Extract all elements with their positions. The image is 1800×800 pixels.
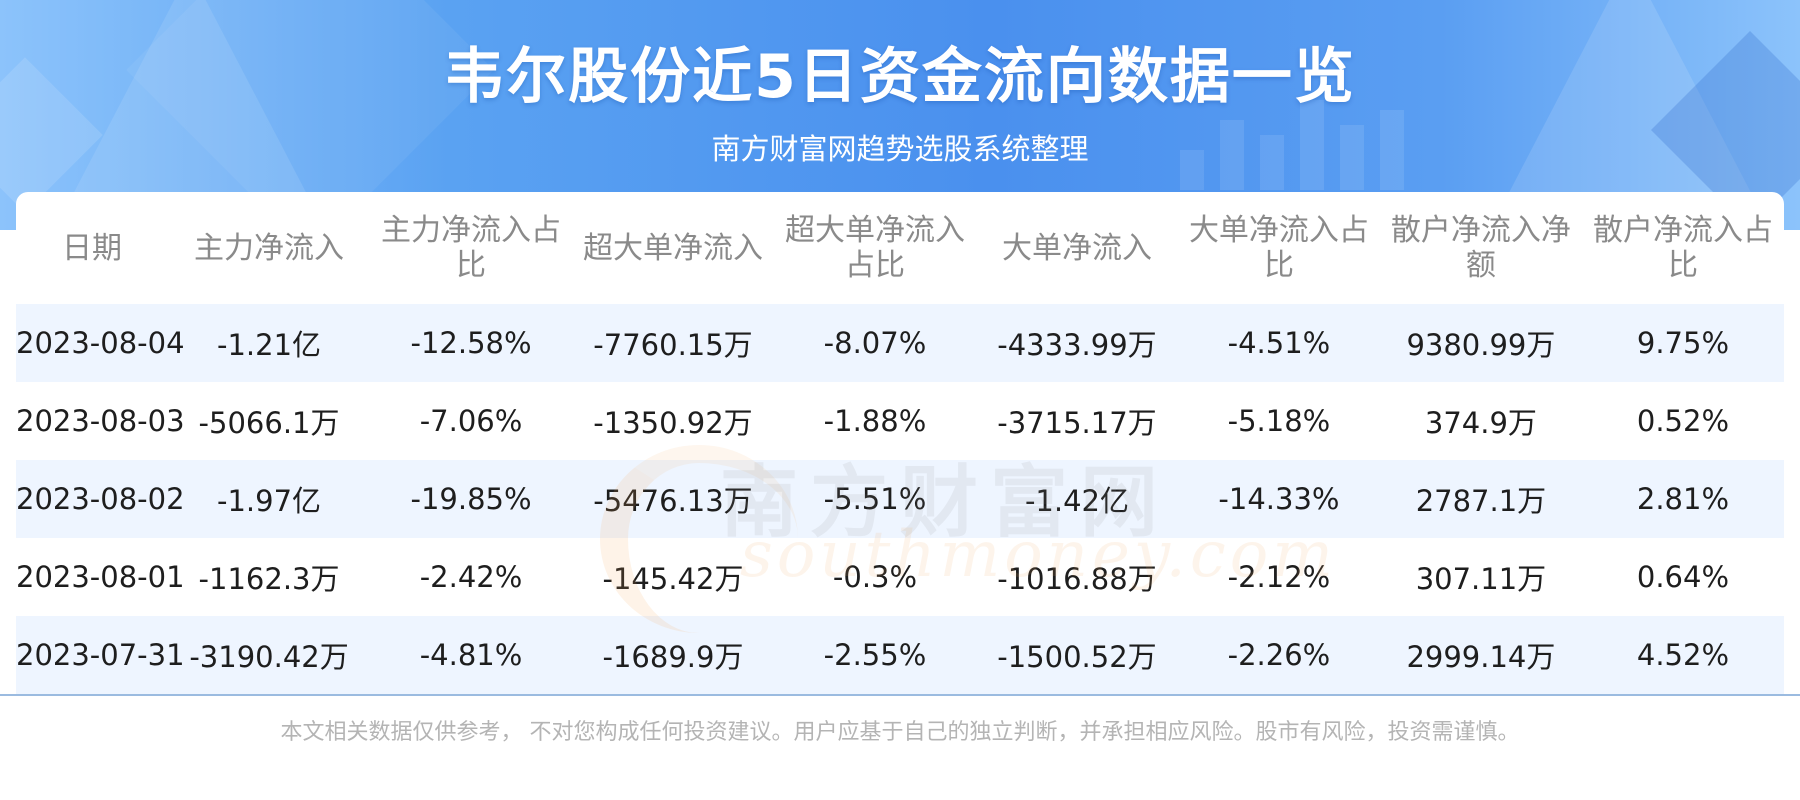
cell-main-net-inflow: -3190.42万 (168, 616, 371, 694)
cell-large-order-net-inflow: -1500.52万 (975, 616, 1178, 694)
decor-triangle (70, 0, 310, 200)
cell-xl-order-net-inflow-ratio: -1.88% (823, 404, 927, 438)
cell-date: 2023-08-03 (16, 404, 185, 438)
cell-large-order-net-inflow-ratio: -14.33% (1177, 460, 1380, 538)
cell-large-order-net-inflow: -3715.17万 (997, 406, 1157, 440)
table-row: 2023-08-04 -1.21亿 -12.58% -7760.15万 -8.0… (16, 304, 1784, 382)
cell-date: 2023-08-02 (16, 460, 185, 538)
column-header-date: 日期 (62, 230, 123, 266)
page-subtitle: 南方财富网趋势选股系统整理 (711, 132, 1089, 166)
cell-main-net-inflow-ratio: -7.06% (419, 404, 523, 438)
cell-large-order-net-inflow-ratio: -5.18% (1227, 404, 1331, 438)
cell-xl-order-net-inflow-ratio: -8.07% (773, 304, 976, 382)
cell-xl-order-net-inflow-ratio: -0.3% (832, 560, 918, 594)
cell-retail-net-inflow-ratio: 2.81% (1581, 460, 1784, 538)
cell-main-net-inflow: -5066.1万 (198, 406, 340, 440)
column-header-xl-order-net-inflow: 超大单净流入 (582, 230, 763, 266)
column-header-retail-net-inflow-ratio: 散户净流入占比 (1592, 213, 1773, 283)
cell-retail-net-inflow: 9380.99万 (1379, 304, 1582, 382)
cell-retail-net-inflow: 2787.1万 (1379, 460, 1582, 538)
header-banner: 韦尔股份近5日资金流向数据一览 南方财富网趋势选股系统整理 (0, 0, 1800, 230)
cell-retail-net-inflow-ratio: 0.52% (1636, 404, 1730, 438)
cell-large-order-net-inflow: -1016.88万 (997, 562, 1157, 596)
cell-retail-net-inflow: 307.11万 (1415, 562, 1547, 596)
cell-large-order-net-inflow-ratio: -4.51% (1177, 304, 1380, 382)
cell-date: 2023-08-04 (16, 304, 185, 382)
cell-large-order-net-inflow-ratio: -2.12% (1227, 560, 1331, 594)
table-row: 2023-08-03 -5066.1万 -7.06% -1350.92万 -1.… (16, 382, 1784, 460)
column-header-large-order-net-inflow: 大单净流入 (1001, 230, 1152, 266)
disclaimer-text: 本文相关数据仅供参考， 不对您构成任何投资建议。用户应基于自己的独立判断，并承担… (280, 720, 1520, 745)
cell-retail-net-inflow: 2999.14万 (1379, 616, 1582, 694)
cell-large-order-net-inflow: -1.42亿 (975, 460, 1178, 538)
cell-xl-order-net-inflow: -5476.13万 (572, 460, 774, 538)
page-title: 韦尔股份近5日资金流向数据一览 (444, 42, 1356, 112)
cell-xl-order-net-inflow: -1689.9万 (572, 616, 774, 694)
cell-main-net-inflow: -1.97亿 (168, 460, 371, 538)
column-header-xl-order-net-inflow-ratio: 超大单净流入占比 (784, 213, 965, 283)
fund-flow-table: 日期 主力净流入 主力净流入占比 超大单净流入 超大单净流入占比 大单净流入 大… (16, 192, 1784, 694)
table-card (16, 192, 1784, 700)
cell-main-net-inflow-ratio: -4.81% (370, 616, 572, 694)
cell-main-net-inflow: -1.21亿 (168, 304, 371, 382)
cell-xl-order-net-inflow: -7760.15万 (572, 304, 774, 382)
cell-large-order-net-inflow-ratio: -2.26% (1177, 616, 1380, 694)
cell-retail-net-inflow: 374.9万 (1424, 406, 1537, 440)
cell-main-net-inflow-ratio: -2.42% (419, 560, 523, 594)
table-row: 2023-07-31 -3190.42万 -4.81% -1689.9万 -2.… (16, 616, 1784, 694)
column-header-retail-net-inflow: 散户净流入净额 (1390, 213, 1571, 283)
cell-date: 2023-07-31 (16, 616, 185, 694)
footer-divider (0, 694, 1800, 696)
decor-bar-chart-icon (1180, 100, 1420, 190)
table-header-row: 日期 主力净流入 主力净流入占比 超大单净流入 超大单净流入占比 大单净流入 大… (16, 192, 1784, 304)
cell-large-order-net-inflow: -4333.99万 (975, 304, 1178, 382)
column-header-large-order-net-inflow-ratio: 大单净流入占比 (1188, 213, 1369, 283)
column-header-main-net-inflow-ratio: 主力净流入占比 (381, 213, 561, 283)
table-row: 2023-08-02 -1.97亿 -19.85% -5476.13万 -5.5… (16, 460, 1784, 538)
cell-main-net-inflow-ratio: -19.85% (370, 460, 572, 538)
cell-xl-order-net-inflow-ratio: -5.51% (773, 460, 976, 538)
cell-retail-net-inflow-ratio: 9.75% (1581, 304, 1784, 382)
cell-xl-order-net-inflow: -1350.92万 (593, 406, 753, 440)
cell-retail-net-inflow-ratio: 0.64% (1636, 560, 1730, 594)
table-row: 2023-08-01 -1162.3万 -2.42% -145.42万 -0.3… (16, 538, 1784, 616)
cell-xl-order-net-inflow: -145.42万 (602, 562, 744, 596)
cell-retail-net-inflow-ratio: 4.52% (1581, 616, 1784, 694)
cell-date: 2023-08-01 (16, 560, 185, 594)
cell-xl-order-net-inflow-ratio: -2.55% (773, 616, 976, 694)
column-header-main-net-inflow: 主力净流入 (194, 230, 345, 266)
decor-triangle (1500, 0, 1760, 210)
cell-main-net-inflow-ratio: -12.58% (370, 304, 572, 382)
cell-main-net-inflow: -1162.3万 (198, 562, 340, 596)
